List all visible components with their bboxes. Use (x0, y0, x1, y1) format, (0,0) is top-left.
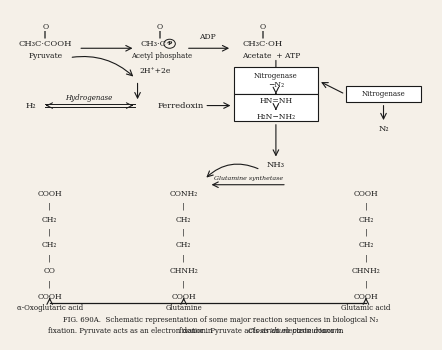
Text: CH₃C·OH: CH₃C·OH (243, 40, 283, 48)
Text: |: | (183, 229, 185, 237)
Text: fixation. Pyruvate acts as an electron donor in: fixation. Pyruvate acts as an electron d… (179, 327, 346, 335)
Text: COOH: COOH (354, 190, 378, 198)
Text: COOH: COOH (354, 293, 378, 301)
Text: CH₂: CH₂ (176, 241, 191, 250)
Text: CO: CO (44, 267, 56, 275)
Text: CHNH₂: CHNH₂ (351, 267, 380, 275)
Text: COOH: COOH (171, 293, 196, 301)
Text: ‖: ‖ (261, 30, 265, 38)
Text: 2H⁺+2e: 2H⁺+2e (140, 67, 171, 75)
Text: CH₃·C~: CH₃·C~ (141, 40, 174, 48)
Text: P: P (168, 41, 171, 46)
Text: |: | (183, 254, 185, 262)
Text: Glutamine: Glutamine (165, 304, 202, 312)
Text: |: | (48, 254, 51, 262)
Text: Acetate  + ATP: Acetate + ATP (242, 52, 301, 60)
Text: |: | (365, 280, 367, 288)
Text: O: O (156, 23, 163, 32)
Text: ‖: ‖ (43, 30, 47, 38)
Text: CH₃C·COOH: CH₃C·COOH (19, 40, 72, 48)
Text: |: | (183, 203, 185, 211)
Text: |: | (365, 229, 367, 237)
Bar (346, 86, 421, 102)
Text: O: O (42, 23, 48, 32)
Text: Ferredoxin: Ferredoxin (157, 102, 204, 110)
Bar (234, 94, 318, 121)
Text: |: | (183, 280, 185, 288)
Bar (234, 67, 318, 94)
Text: −N₂: −N₂ (268, 81, 284, 89)
Text: ‖: ‖ (157, 30, 161, 38)
Text: FIG. 690A.  Schematic representation of some major reaction sequences in biologi: FIG. 690A. Schematic representation of s… (63, 316, 379, 324)
Text: HN=NH: HN=NH (259, 97, 293, 105)
Text: |: | (48, 229, 51, 237)
Text: CH₂: CH₂ (358, 241, 373, 250)
Text: Glutamine synthetase: Glutamine synthetase (213, 176, 283, 181)
Text: CH₂: CH₂ (176, 216, 191, 224)
Text: ADP: ADP (199, 33, 216, 41)
Text: CH₂: CH₂ (42, 216, 57, 224)
Text: COOH: COOH (38, 190, 62, 198)
Text: CH₂: CH₂ (358, 216, 373, 224)
Text: H₂: H₂ (26, 102, 37, 110)
Text: CH₂: CH₂ (42, 241, 57, 250)
Text: Nitrogenase: Nitrogenase (254, 72, 298, 80)
Text: Hydrogenase: Hydrogenase (65, 94, 113, 102)
Text: Clostridium pasteurianum.: Clostridium pasteurianum. (248, 327, 344, 335)
Text: COOH: COOH (38, 293, 62, 301)
Text: NH₃: NH₃ (267, 161, 285, 169)
Text: |: | (48, 280, 51, 288)
Text: N₂: N₂ (378, 125, 389, 133)
Text: |: | (365, 254, 367, 262)
Text: |: | (48, 203, 51, 211)
Text: |: | (365, 203, 367, 211)
Text: Nitrogenase: Nitrogenase (362, 90, 405, 98)
Text: Glutamic acid: Glutamic acid (341, 304, 391, 312)
Text: Pyruvate: Pyruvate (28, 52, 62, 60)
Text: O: O (259, 23, 266, 32)
Text: fixation. Pyruvate acts as an electron donor in: fixation. Pyruvate acts as an electron d… (47, 327, 214, 335)
Text: H₂N−NH₂: H₂N−NH₂ (256, 113, 295, 121)
Text: CHNH₂: CHNH₂ (169, 267, 198, 275)
Text: CONH₂: CONH₂ (170, 190, 198, 198)
Text: Acetyl phosphate: Acetyl phosphate (131, 52, 192, 60)
Text: α-Oxoglutaric acid: α-Oxoglutaric acid (17, 304, 83, 312)
